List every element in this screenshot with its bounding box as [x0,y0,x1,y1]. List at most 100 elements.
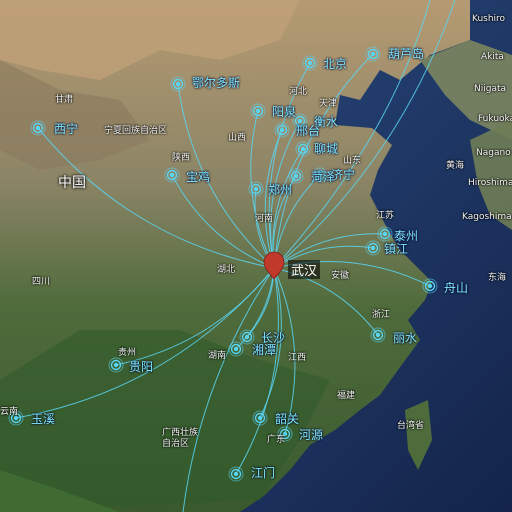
plateau-region [0,60,150,170]
city-label: 西宁 [54,122,79,136]
forest-region [0,330,330,512]
flow-line [235,267,279,475]
city-marker-dot [279,127,285,133]
city-label: 菏泽 [311,170,336,184]
city-marker-dot [297,118,303,124]
flow-line [177,83,275,269]
flow-line [182,267,275,512]
city-label: 宝鸡 [186,170,211,184]
city-marker-ring [248,181,264,197]
city-marker-dot [175,81,181,87]
city-marker-ring [277,426,293,442]
flow-line [15,267,275,419]
city-label: 镇江 [384,242,409,256]
city-label: 玉溪 [31,412,56,426]
city-marker-dot [375,332,381,338]
province-label: 山东 [343,156,362,166]
city-marker-dot [307,60,313,66]
city-label: 舟山 [444,281,469,295]
south-region [0,470,120,512]
city-marker-ring [279,428,291,440]
place-label: Kushiro [472,14,506,24]
province-label: 天津 [319,99,338,109]
city-marker-ring [30,120,46,136]
city-marker-ring [276,124,288,136]
city-marker-dot [233,346,239,352]
city-label: 韶关 [275,412,300,426]
province-label: 湖南 [208,351,227,361]
city-marker-ring [110,359,122,371]
province-label: 陕西 [172,153,191,163]
place-label: Fukuoka [478,114,512,124]
city-marker-ring [288,168,304,184]
city-marker-ring [424,280,436,292]
city-marker-dot [35,125,41,131]
city-marker-ring [292,113,308,129]
flow-line [273,53,374,269]
city-label: 邢台 [296,124,321,138]
province-label: 广西壮族自治区 [162,428,199,449]
city-label: 济宁 [331,168,356,182]
flow-line [37,127,275,269]
city-marker-ring [10,412,22,424]
city-marker-dot [317,172,323,178]
flow-line [270,120,301,269]
city-marker-ring [239,329,255,345]
city-marker-ring [312,167,328,183]
flow-line [273,267,296,435]
city-marker-ring [274,122,290,138]
city-marker-ring [367,48,379,60]
city-marker-ring [166,169,178,181]
city-marker-ring [252,410,268,426]
flow-line [115,267,275,366]
city-marker-dot [233,471,239,477]
city-label: 阳泉 [272,105,297,119]
city-marker-dot [169,172,175,178]
province-label: 广东 [267,435,286,445]
city-marker-ring [314,169,326,181]
city-marker-ring [302,55,318,71]
sea-label: 东海 [488,273,507,283]
city-label: 江门 [251,466,276,480]
japan-region [470,120,512,230]
city-marker-dot [13,415,19,421]
city-marker-ring [108,357,124,373]
korea-region [420,40,512,140]
place-label: Hiroshima [468,178,512,188]
city-label: 丽水 [393,331,418,345]
city-marker-ring [170,76,186,92]
place-label: Niigata [474,84,507,94]
city-marker-ring [370,327,386,343]
city-marker-ring [250,103,266,119]
city-marker-ring [295,141,311,157]
city-marker-ring [172,78,184,90]
flow-line [273,267,379,336]
city-marker-dot [255,108,261,114]
city-marker-dot [382,231,388,237]
city-marker-dot [113,362,119,368]
province-label: 江苏 [376,211,395,221]
province-label: 福建 [337,391,356,401]
city-marker-ring [367,242,379,254]
place-label: Kagoshima [462,212,512,222]
city-label: 衡水 [314,115,339,129]
city-marker-dot [370,245,376,251]
province-label: 甘肃 [55,95,74,105]
city-marker-ring [230,468,242,480]
city-marker-ring [290,170,302,182]
province-label: 河南 [255,214,274,224]
city-marker-ring [8,410,24,426]
city-marker-dot [427,283,433,289]
city-marker-ring [379,228,391,240]
province-label: 湖北 [217,265,236,275]
province-label: 江西 [288,353,307,363]
city-marker-ring [32,122,44,134]
city-marker-ring [252,105,264,117]
hub-marker [263,251,285,280]
flow-line [273,0,456,269]
city-marker-ring [294,115,306,127]
city-label: 葫芦岛 [388,47,425,61]
